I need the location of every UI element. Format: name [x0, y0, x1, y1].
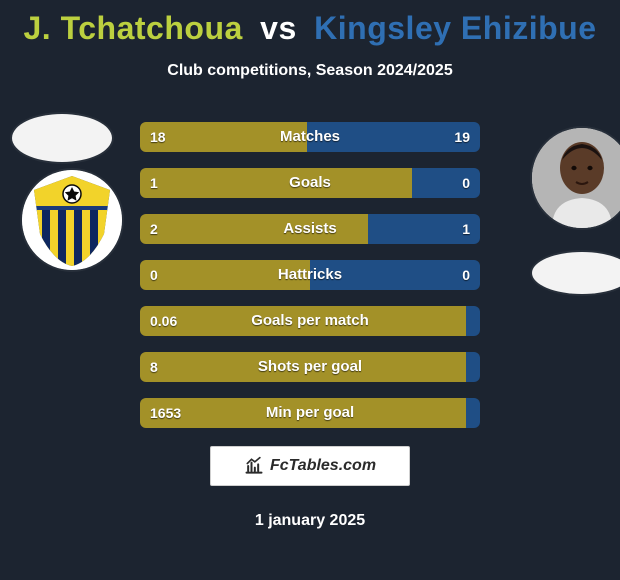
fctables-text: FcTables.com: [270, 457, 376, 475]
stat-row: 1653Min per goal: [140, 398, 480, 428]
row-label: Hattricks: [140, 260, 480, 290]
row-label: Assists: [140, 214, 480, 244]
stat-row: 10Goals: [140, 168, 480, 198]
page-title: J. Tchatchoua vs Kingsley Ehizibue: [0, 10, 620, 47]
title-vs: vs: [260, 10, 297, 46]
row-label: Min per goal: [140, 398, 480, 428]
crest-icon: [22, 170, 122, 270]
row-label: Matches: [140, 122, 480, 152]
title-left-name: J. Tchatchoua: [24, 10, 243, 46]
fctables-badge[interactable]: FcTables.com: [210, 446, 410, 486]
stat-row: 00Hattricks: [140, 260, 480, 290]
chart-icon: [244, 456, 264, 476]
row-label: Goals per match: [140, 306, 480, 336]
subtitle: Club competitions, Season 2024/2025: [0, 62, 620, 80]
stat-row: 0.06Goals per match: [140, 306, 480, 336]
stat-row: 21Assists: [140, 214, 480, 244]
row-label: Shots per goal: [140, 352, 480, 382]
stat-row: 1819Matches: [140, 122, 480, 152]
date-text: 1 january 2025: [0, 512, 620, 530]
row-label: Goals: [140, 168, 480, 198]
left-player-avatar-ellipse: [12, 114, 112, 162]
comparison-rows: 1819Matches 10Goals 21Assists 00Hattricks 0.…: [140, 122, 480, 444]
left-club-crest: [22, 170, 122, 270]
stat-row: 8Shots per goal: [140, 352, 480, 382]
title-right-name: Kingsley Ehizibue: [314, 10, 596, 46]
